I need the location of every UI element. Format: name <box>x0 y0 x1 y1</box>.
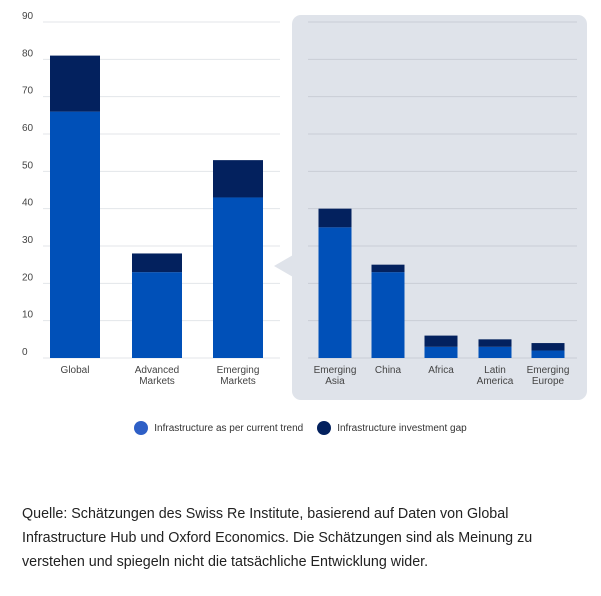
legend-label-gap: Infrastructure investment gap <box>337 422 467 434</box>
y-tick-label: 80 <box>22 48 34 59</box>
bar-advanced-markets-gap <box>132 253 182 273</box>
bar-emerging-asia-gap <box>318 208 352 228</box>
legend-swatch-gap <box>317 421 332 435</box>
y-tick-label: 10 <box>22 310 34 321</box>
y-tick-label: 20 <box>22 272 34 283</box>
bar-emerging-asia-trend <box>318 227 352 358</box>
bar-china-gap <box>371 264 405 273</box>
detail-panel-background <box>292 15 587 400</box>
bar-emerging-europe-gap <box>531 343 565 351</box>
x-tick-label-latin-america: Latin America <box>477 365 514 387</box>
bar-china-trend <box>371 272 405 358</box>
y-tick-label: 40 <box>22 198 34 209</box>
x-tick-label-china: China <box>375 365 402 376</box>
bar-global-trend <box>50 111 100 358</box>
x-tick-label-global: Global <box>61 365 90 376</box>
bar-emerging-markets-gap <box>213 160 263 198</box>
y-tick-label: 90 <box>22 11 34 22</box>
bar-emerging-europe-trend <box>531 350 565 358</box>
bar-global-gap <box>50 55 100 112</box>
x-tick-label-advanced-markets: Advanced Markets <box>135 365 179 387</box>
y-tick-label: 60 <box>22 123 34 134</box>
source-note: Quelle: Schätzungen des Swiss Re Institu… <box>22 506 533 570</box>
legend-item-trend: Infrastructure as per current trend <box>134 421 303 435</box>
infrastructure-chart: 0 10 20 30 40 50 60 70 80 90 Global Advanced Markets… <box>22 11 587 400</box>
legend: Infrastructure as per current trend Infr… <box>0 421 601 435</box>
y-tick-label: 30 <box>22 235 34 246</box>
legend-swatch-trend <box>134 421 149 435</box>
x-tick-label-emerging-asia: Emerging Asia <box>314 365 357 387</box>
bar-latin-america-gap <box>478 339 512 347</box>
legend-item-gap: Infrastructure investment gap <box>317 421 467 435</box>
y-tick-label: 0 <box>22 347 28 358</box>
bar-africa-trend <box>424 346 458 358</box>
y-tick-label: 70 <box>22 86 34 97</box>
bar-latin-america-trend <box>478 346 512 358</box>
x-tick-label-emerging-europe: Emerging Europe <box>527 365 570 387</box>
y-tick-label: 50 <box>22 160 34 171</box>
bar-advanced-markets-trend <box>132 272 182 358</box>
bar-emerging-markets-trend <box>213 197 263 358</box>
x-tick-label-africa: Africa <box>428 365 454 376</box>
detail-panel-pointer <box>274 255 293 277</box>
bar-africa-gap <box>424 335 458 347</box>
legend-label-trend: Infrastructure as per current trend <box>154 422 304 434</box>
x-tick-label-emerging-markets: Emerging Markets <box>217 365 260 387</box>
